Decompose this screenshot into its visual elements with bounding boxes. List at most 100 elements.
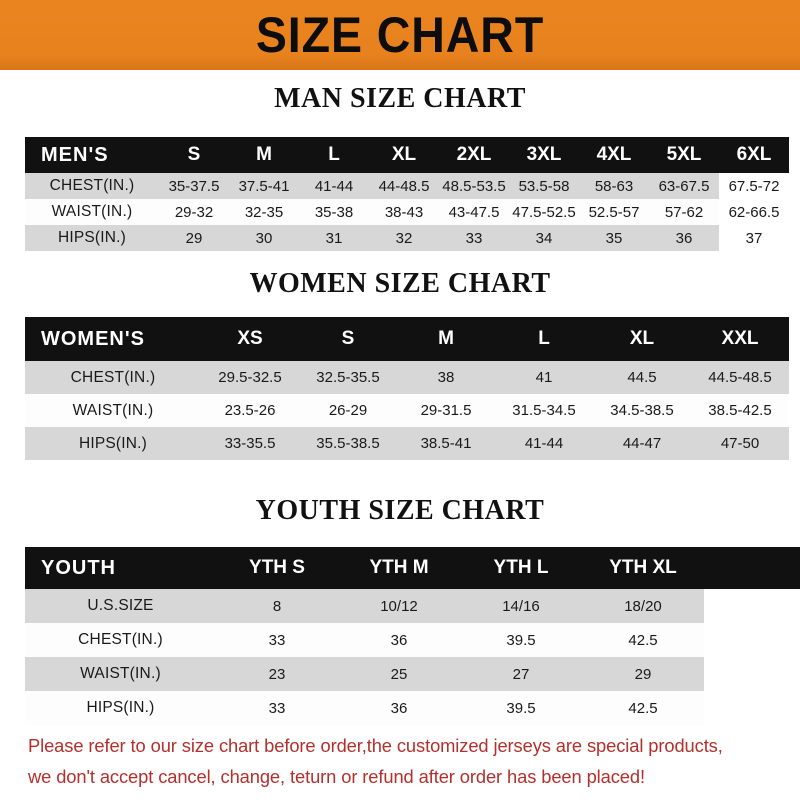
table-cell: 35.5-38.5 bbox=[299, 427, 397, 460]
men-size-header-l: L bbox=[299, 137, 369, 173]
youth-size-table: YOUTH YTH S YTH M YTH L YTH XL U.S.SIZE 8 10/12… bbox=[25, 547, 800, 725]
women-size-header-l: L bbox=[495, 317, 593, 361]
table-cell: 35 bbox=[579, 225, 649, 251]
table-cell: 34 bbox=[509, 225, 579, 251]
order-policy-note-line-1: Please refer to our size chart before or… bbox=[28, 735, 723, 756]
table-cell: 37 bbox=[745, 229, 763, 247]
page-banner: SIZE CHART bbox=[0, 0, 800, 70]
men-size-header-6xl: 6XL bbox=[719, 137, 789, 173]
men-row-label-2: HIPS(IN.) bbox=[25, 225, 159, 251]
table-cell: 63-67.5 bbox=[649, 173, 719, 199]
table-row: CHEST(IN.) 35-37.5 37.5-41 41-44 44-48.5 48.5… bbox=[25, 173, 789, 199]
men-table-body: MEN'S S M L XL 2XL 3XL 4XL 5XL 6XL CHEST(IN.) 35-37… bbox=[25, 137, 789, 251]
table-cell: 27 bbox=[460, 657, 582, 691]
women-row-label-2: HIPS(IN.) bbox=[25, 427, 201, 460]
men-size-header-2xl: 2XL bbox=[439, 137, 509, 173]
table-cell: 47.5-52.5 bbox=[509, 199, 579, 225]
table-cell: 44.5-48.5 bbox=[691, 361, 789, 394]
women-table-body: WOMEN'S XS S M L XL XXL CHEST(IN.) 29.5-32.5 32.5… bbox=[25, 317, 789, 460]
youth-size-header-yth-xl: YTH XL bbox=[582, 547, 704, 589]
table-cell: 41-44 bbox=[495, 427, 593, 460]
table-cell: 18/20 bbox=[582, 589, 704, 623]
men-corner-label: MEN'S bbox=[25, 137, 159, 173]
table-row: CHEST(IN.) 33 36 39.5 42.5 bbox=[25, 623, 800, 657]
women-header-row: WOMEN'S XS S M L XL XXL bbox=[25, 317, 789, 361]
youth-row-label-1: CHEST(IN.) bbox=[25, 623, 216, 657]
table-cell-empty bbox=[704, 623, 800, 657]
women-row-label-0: CHEST(IN.) bbox=[25, 361, 201, 394]
table-cell: 38.5-41 bbox=[397, 427, 495, 460]
table-cell: 29 bbox=[582, 657, 704, 691]
table-cell: 33 bbox=[216, 691, 338, 725]
table-cell: 44.5 bbox=[593, 361, 691, 394]
table-cell: 58-63 bbox=[579, 173, 649, 199]
table-row: WAIST(IN.) 29-32 32-35 35-38 38-43 43-47.5 47.… bbox=[25, 199, 789, 225]
men-size-table: MEN'S S M L XL 2XL 3XL 4XL 5XL 6XL CHEST(IN.) 35-37… bbox=[25, 137, 789, 251]
youth-header-row: YOUTH YTH S YTH M YTH L YTH XL bbox=[25, 547, 800, 589]
table-cell: 48.5-53.5 bbox=[439, 173, 509, 199]
women-size-header-xl: XL bbox=[593, 317, 691, 361]
table-cell: 29-32 bbox=[159, 199, 229, 225]
women-size-header-xxl: XXL bbox=[691, 317, 789, 361]
table-cell: 29-31.5 bbox=[397, 394, 495, 427]
table-cell: 53.5-58 bbox=[509, 173, 579, 199]
table-cell-empty bbox=[704, 691, 800, 725]
women-size-header-xs: XS bbox=[201, 317, 299, 361]
section-title-youth: YOUTH SIZE CHART bbox=[255, 495, 545, 526]
page-title: SIZE CHART bbox=[255, 7, 545, 63]
youth-size-header-yth-s: YTH S bbox=[216, 547, 338, 589]
table-cell: 23.5-26 bbox=[201, 394, 299, 427]
youth-row-label-3: HIPS(IN.) bbox=[25, 691, 216, 725]
table-cell: 39.5 bbox=[460, 691, 582, 725]
women-corner-label: WOMEN'S bbox=[25, 317, 201, 361]
table-cell: 44-48.5 bbox=[369, 173, 439, 199]
table-cell: 33 bbox=[439, 225, 509, 251]
men-size-header-4xl: 4XL bbox=[579, 137, 649, 173]
women-row-label-1: WAIST(IN.) bbox=[25, 394, 201, 427]
table-cell: 10/12 bbox=[338, 589, 460, 623]
youth-size-header-yth-l: YTH L bbox=[460, 547, 582, 589]
section-title-women: WOMEN SIZE CHART bbox=[249, 268, 551, 299]
youth-table-body: YOUTH YTH S YTH M YTH L YTH XL U.S.SIZE 8 10/12… bbox=[25, 547, 800, 725]
women-size-table: WOMEN'S XS S M L XL XXL CHEST(IN.) 29.5-32.5 32.5… bbox=[25, 317, 789, 460]
women-size-header-s: S bbox=[299, 317, 397, 361]
order-policy-note: Please refer to our size chart before or… bbox=[28, 730, 772, 792]
table-cell: 31.5-34.5 bbox=[495, 394, 593, 427]
table-cell: 52.5-57 bbox=[579, 199, 649, 225]
table-cell: 33-35.5 bbox=[201, 427, 299, 460]
table-row: HIPS(IN.) 29 30 31 32 33 34 35 36 37 bbox=[25, 225, 789, 251]
youth-corner-label: YOUTH bbox=[25, 547, 216, 589]
table-cell: 38.5-42.5 bbox=[691, 394, 789, 427]
table-cell: 29.5-32.5 bbox=[201, 361, 299, 394]
table-cell: 35-37.5 bbox=[159, 173, 229, 199]
table-cell: 37.5-41 bbox=[229, 173, 299, 199]
table-cell: 36 bbox=[338, 691, 460, 725]
table-row: WAIST(IN.) 23 25 27 29 bbox=[25, 657, 800, 691]
women-size-header-m: M bbox=[397, 317, 495, 361]
table-cell: 42.5 bbox=[582, 691, 704, 725]
table-cell-empty bbox=[704, 657, 800, 691]
men-size-header-xl: XL bbox=[369, 137, 439, 173]
men-header-row: MEN'S S M L XL 2XL 3XL 4XL 5XL 6XL bbox=[25, 137, 789, 173]
youth-size-header-yth-m: YTH M bbox=[338, 547, 460, 589]
section-title-man: MAN SIZE CHART bbox=[274, 83, 526, 114]
men-row-label-1: WAIST(IN.) bbox=[25, 199, 159, 225]
table-cell: 39.5 bbox=[460, 623, 582, 657]
men-size-header-3xl: 3XL bbox=[509, 137, 579, 173]
youth-header-spacer bbox=[704, 547, 800, 589]
table-cell: 47-50 bbox=[691, 427, 789, 460]
table-cell: 31 bbox=[299, 225, 369, 251]
youth-row-label-0: U.S.SIZE bbox=[25, 589, 216, 623]
table-cell: 44-47 bbox=[593, 427, 691, 460]
table-cell: 32 bbox=[369, 225, 439, 251]
table-cell: 32.5-35.5 bbox=[299, 361, 397, 394]
table-row: HIPS(IN.) 33 36 39.5 42.5 bbox=[25, 691, 800, 725]
table-cell: 67.5-72 bbox=[728, 177, 780, 195]
table-cell: 35-38 bbox=[299, 199, 369, 225]
table-cell: 32-35 bbox=[229, 199, 299, 225]
table-cell: 25 bbox=[338, 657, 460, 691]
men-row-label-0: CHEST(IN.) bbox=[25, 173, 159, 199]
table-cell: 30 bbox=[229, 225, 299, 251]
table-row: CHEST(IN.) 29.5-32.5 32.5-35.5 38 41 44.5 44.5… bbox=[25, 361, 789, 394]
